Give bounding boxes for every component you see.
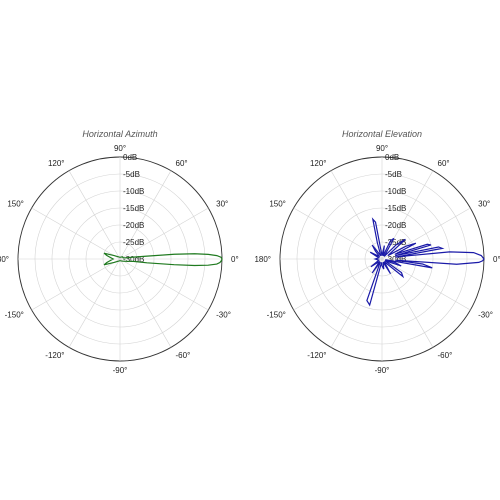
chart-title-azimuth: Horizontal Azimuth <box>82 129 157 139</box>
angle-tick-label: 90° <box>114 144 126 153</box>
angle-tick-label: -90° <box>375 366 390 375</box>
chart-title-elevation: Horizontal Elevation <box>342 129 422 139</box>
angle-tick-label: 150° <box>7 200 24 209</box>
grid-elevation <box>279 156 485 362</box>
angle-tick-label: 60° <box>438 159 450 168</box>
radial-tick-label: -10dB <box>385 187 406 196</box>
radial-tick-label: -20dB <box>123 221 144 230</box>
grid-spoke <box>293 258 383 311</box>
grid-azimuth <box>17 156 223 362</box>
pattern-trace-azimuth <box>103 252 223 267</box>
angle-tick-label: 120° <box>310 159 327 168</box>
grid-spoke <box>119 207 209 260</box>
angle-tick-label: -150° <box>5 311 24 320</box>
grid-spoke <box>68 170 121 260</box>
radial-tick-label: -5dB <box>385 170 402 179</box>
angle-tick-label: -60° <box>176 351 191 360</box>
radial-tick-label: -5dB <box>123 170 140 179</box>
polar-chart-azimuth: Horizontal Azimuth 0dB -5dB -10dB -15dB -20d… <box>0 129 239 375</box>
angle-tick-label: -30° <box>216 311 231 320</box>
polar-chart-elevation: Horizontal Elevation 0dB -5dB -10dB -15dB -2… <box>254 129 500 375</box>
angle-labels-azimuth: 0° 30° 60° 90° 120° 150° 180° -150° -120° -90° -60… <box>0 144 239 375</box>
angle-labels-elevation: 0° 30° 60° 90° 120° 150° 180° -150° -120° -90° -60… <box>254 144 500 375</box>
grid-spoke <box>119 170 172 260</box>
grid-spoke <box>293 207 383 260</box>
angle-tick-label: 180° <box>254 255 271 264</box>
grid-spoke <box>330 170 383 260</box>
angle-tick-label: -120° <box>45 351 64 360</box>
radial-tick-label: -15dB <box>385 204 406 213</box>
radial-labels-elevation: 0dB -5dB -10dB -15dB -20dB -25dB -30dB <box>385 153 406 264</box>
angle-tick-label: 0° <box>493 255 500 264</box>
grid-spoke <box>119 258 209 311</box>
radial-tick-label: -30dB <box>385 255 406 264</box>
pattern-trace-elevation <box>366 217 485 307</box>
grid-spoke <box>68 258 121 348</box>
radial-tick-label: -15dB <box>123 204 144 213</box>
angle-tick-label: -60° <box>438 351 453 360</box>
angle-tick-label: 120° <box>48 159 65 168</box>
grid-spoke <box>31 207 121 260</box>
angle-tick-label: 180° <box>0 255 9 264</box>
radial-tick-label: 0dB <box>385 153 399 162</box>
grid-spoke <box>330 258 383 348</box>
angle-tick-label: 90° <box>376 144 388 153</box>
radial-tick-label: -20dB <box>385 221 406 230</box>
radial-tick-label: 0dB <box>123 153 137 162</box>
grid-spoke <box>119 258 172 348</box>
angle-tick-label: 60° <box>176 159 188 168</box>
angle-tick-label: -120° <box>307 351 326 360</box>
grid-spoke <box>31 258 121 311</box>
angle-tick-label: -150° <box>267 311 286 320</box>
radial-tick-label: -25dB <box>385 238 406 247</box>
radial-labels-azimuth: 0dB -5dB -10dB -15dB -20dB -25dB -30dB <box>123 153 144 264</box>
radial-tick-label: -10dB <box>123 187 144 196</box>
grid-spoke <box>381 258 471 311</box>
angle-tick-label: 30° <box>478 200 490 209</box>
radial-tick-label: -25dB <box>123 238 144 247</box>
angle-tick-label: -90° <box>113 366 128 375</box>
angle-tick-label: 0° <box>231 255 239 264</box>
angle-tick-label: 30° <box>216 200 228 209</box>
radial-tick-label: -30dB <box>123 255 144 264</box>
angle-tick-label: 150° <box>269 200 286 209</box>
angle-tick-label: -30° <box>478 311 493 320</box>
